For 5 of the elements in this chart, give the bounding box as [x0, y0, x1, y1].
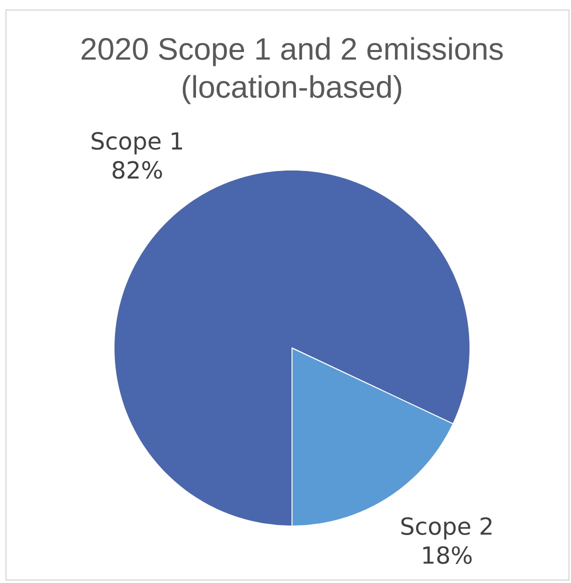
chart-title: 2020 Scope 1 and 2 emissions (location-based): [82, 37, 503, 104]
data-label: 18%: [423, 546, 472, 564]
data-label: 82%: [112, 161, 162, 179]
slice-label: Scope 1: [92, 132, 182, 154]
slice-label: Scope 2: [401, 517, 492, 540]
